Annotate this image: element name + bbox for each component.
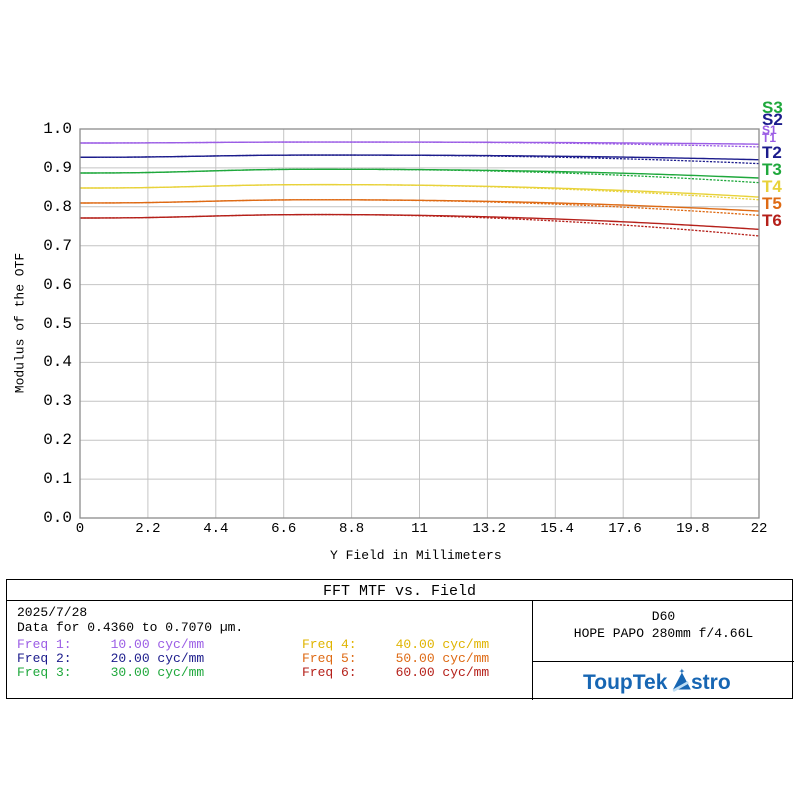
svg-text:ToupTek: ToupTek — [583, 671, 668, 694]
svg-text:stro: stro — [691, 671, 731, 694]
